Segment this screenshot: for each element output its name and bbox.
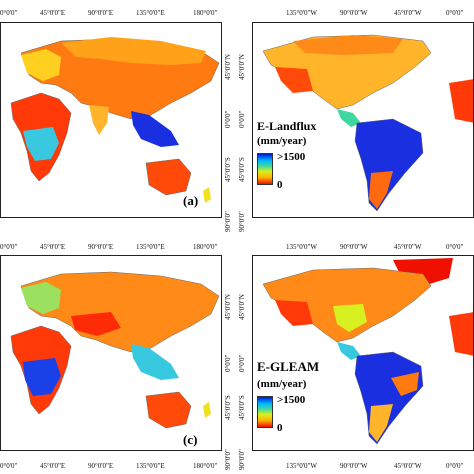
tick-c-bottom-1: 45°0'0"E — [40, 462, 66, 470]
tick-a-top-2: 90°0'0"E — [88, 9, 114, 17]
legend-title-d: E-GLEAM — [257, 359, 320, 374]
tick-b-top-0: 135°0'0"W — [286, 9, 318, 17]
landmass-central-america — [337, 109, 361, 127]
landmass-west-africa-edge — [449, 79, 473, 123]
landmass-south-america-south-d — [369, 404, 393, 442]
tick-c-top-2: 90°0'0"E — [88, 243, 114, 251]
map-eastern-hemisphere-c — [10, 271, 220, 429]
tick-d-left-3: 90°0'0" — [238, 449, 246, 470]
tick-c-right-3: 90°0'0" — [224, 449, 232, 470]
tick-c-top-4: 180°0'0" — [193, 243, 218, 251]
landmass-europe-c — [21, 282, 61, 314]
tick-a-top-3: 135°0'0"E — [136, 9, 165, 17]
tick-c-top-3: 135°0'0"E — [136, 243, 165, 251]
landmass-new-zealand — [203, 187, 211, 203]
map-panel-c: (c) — [0, 255, 222, 451]
tick-c-bottom-3: 135°0'0"E — [136, 462, 165, 470]
legend-min-d: 0 — [277, 422, 283, 434]
map-panel-b: E-Landflux (mm/year) >1500 0 — [252, 22, 474, 218]
landmass-west-africa-edge-d — [449, 312, 473, 356]
tick-b-top-2: 45°0'0"W — [394, 9, 422, 17]
landmass-central-asia-c — [71, 312, 121, 336]
map-western-hemisphere-b — [262, 34, 473, 212]
landmass-usa-west-d — [275, 300, 313, 326]
tick-c-top-0: 0°0'0" — [0, 243, 18, 251]
tick-a-right-2: 45°0'0"S — [224, 157, 232, 182]
tick-d-bottom-0: 135°0'0"W — [286, 462, 318, 470]
landmass-australia-c — [145, 391, 192, 429]
tick-c-bottom-2: 90°0'0"E — [88, 462, 114, 470]
tick-c-right-0: 45°0'0"N — [224, 294, 232, 320]
tick-d-bottom-3: 0°0'0" — [446, 462, 464, 470]
panel-label-a: (a) — [183, 193, 199, 208]
tick-d-left-2: 45°0'0"S — [238, 395, 246, 420]
landmass-india — [89, 105, 109, 135]
tick-d-top-0: 135°0'0"W — [286, 243, 318, 251]
tick-b-left-0: 45°0'0"N — [238, 54, 246, 80]
landmass-central-africa-c — [23, 358, 61, 396]
tick-d-bottom-2: 45°0'0"W — [394, 462, 422, 470]
tick-c-top-1: 45°0'0"E — [40, 243, 66, 251]
map-panel-a: (a) — [0, 22, 222, 218]
tick-b-left-3: 90°0'0" — [238, 211, 246, 232]
landmass-south-america-d — [354, 351, 424, 445]
tick-d-bottom-1: 90°0'0"W — [340, 462, 368, 470]
tick-a-right-0: 45°0'0"N — [224, 54, 232, 80]
tick-a-right-1: 0°0'0" — [224, 110, 232, 128]
landmass-south-america-south — [369, 171, 393, 209]
landmass-canada-north — [293, 35, 403, 55]
landmass-se-asia — [131, 111, 179, 147]
tick-c-bottom-0: 0°0'0" — [0, 462, 18, 470]
tick-d-top-2: 45°0'0"W — [394, 243, 422, 251]
landmass-russia-north — [61, 37, 206, 65]
legend-title-b: E-Landflux — [257, 119, 317, 133]
tick-d-left-1: 0°0'0" — [238, 354, 246, 372]
legend-unit-b: (mm/year) — [257, 135, 307, 147]
tick-a-top-1: 45°0'0"E — [40, 9, 66, 17]
legend-max-b: >1500 — [277, 151, 306, 163]
tick-c-right-2: 45°0'0"S — [224, 395, 232, 420]
landmass-usa-west — [275, 67, 313, 93]
tick-a-right-3: 90°0'0" — [224, 211, 232, 232]
colorbar-b — [257, 153, 273, 185]
landmass-europe — [21, 49, 61, 81]
tick-a-top-4: 180°0'0" — [193, 9, 218, 17]
tick-d-top-3: 0°0'0" — [446, 243, 464, 251]
tick-b-top-3: 0°0'0" — [446, 9, 464, 17]
landmass-usa-east-d — [333, 304, 367, 332]
legend-unit-d: (mm/year) — [257, 378, 307, 390]
tick-b-left-2: 45°0'0"S — [238, 157, 246, 182]
landmass-se-asia-c — [131, 344, 179, 380]
legend-min-b: 0 — [277, 179, 283, 191]
landmass-south-america — [354, 118, 424, 212]
panel-label-c: (c) — [183, 432, 198, 447]
map-western-hemisphere-d — [262, 258, 473, 445]
tick-d-left-0: 45°0'0"N — [238, 294, 246, 320]
map-panel-d: E-GLEAM (mm/year) >1500 0 — [252, 255, 474, 451]
landmass-eurasia-c — [20, 271, 220, 353]
tick-d-top-1: 90°0'0"W — [340, 243, 368, 251]
legend-max-d: >1500 — [277, 394, 306, 406]
landmass-central-america-d — [337, 342, 361, 360]
tick-c-right-1: 0°0'0" — [224, 354, 232, 372]
map-eastern-hemisphere-a — [10, 37, 220, 203]
tick-b-left-1: 0°0'0" — [238, 110, 246, 128]
tick-c-bottom-4: 180°0'0" — [193, 462, 218, 470]
colorbar-d — [257, 396, 273, 428]
tick-b-top-1: 90°0'0"W — [340, 9, 368, 17]
landmass-central-africa — [23, 127, 59, 161]
landmass-new-zealand-c — [203, 402, 211, 418]
tick-a-top-0: 0°0'0" — [0, 9, 18, 17]
landmass-south-america-east-d — [391, 372, 419, 396]
landmass-australia — [145, 158, 192, 196]
